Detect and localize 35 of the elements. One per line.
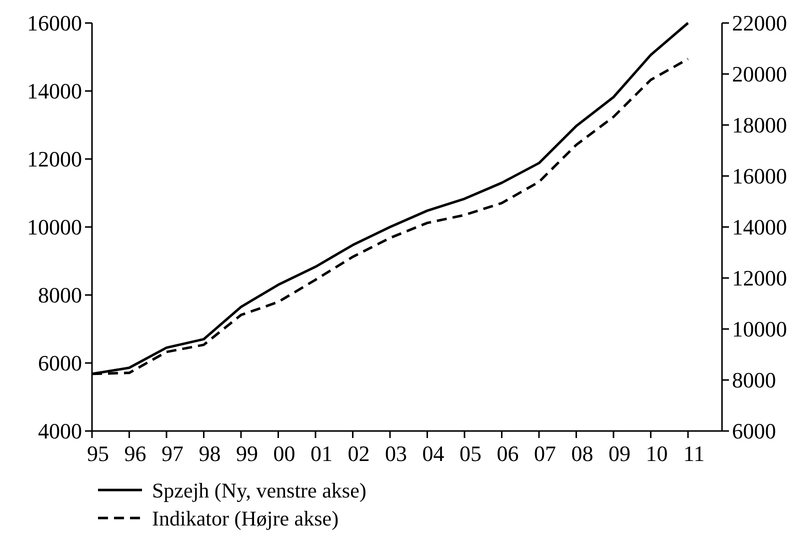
y-tick-label: 8000	[38, 282, 82, 308]
legend-label: Indikator (Højre akse)	[152, 506, 339, 530]
x-tick-label: 95	[87, 441, 109, 466]
x-tick-label: 05	[460, 441, 482, 466]
y-tick-label: 10000	[27, 214, 82, 240]
y-tick-label: 6000	[38, 350, 82, 376]
x-tick-label: 09	[608, 441, 630, 466]
y2-tick-label: 16000	[732, 164, 787, 189]
legend-label: Spzejh (Ny, venstre akse)	[152, 478, 366, 502]
x-tick-label: 06	[496, 441, 519, 466]
x-tick-label: 08	[571, 441, 594, 466]
y2-tick-label: 12000	[732, 266, 787, 291]
y2-tick-label: 8000	[732, 368, 776, 393]
y2-tick-label: 14000	[732, 214, 787, 240]
x-tick-label: 01	[310, 441, 332, 466]
y2-tick-label: 20000	[732, 62, 787, 87]
x-tick-label: 98	[198, 441, 221, 466]
y-tick-label: 12000	[27, 146, 82, 172]
y2-tick-label: 10000	[732, 316, 787, 342]
x-tick-label: 97	[162, 441, 184, 466]
x-tick-label: 02	[348, 441, 370, 466]
x-tick-label: 00	[273, 441, 296, 466]
x-tick-label: 96	[124, 441, 146, 466]
x-tick-label: 07	[534, 441, 556, 466]
y2-tick-label: 18000	[732, 112, 787, 138]
y-tick-label: 14000	[27, 78, 82, 104]
x-tick-label: 04	[422, 441, 444, 466]
x-tick-label: 10	[646, 441, 668, 466]
x-tick-label: 99	[236, 441, 258, 466]
x-tick-label: 03	[385, 441, 407, 466]
x-tick-label: 11	[683, 441, 705, 466]
y2-tick-label: 22000	[732, 10, 787, 36]
y-tick-label: 16000	[27, 10, 82, 36]
y-tick-label: 4000	[38, 418, 82, 444]
y2-tick-label: 6000	[732, 418, 776, 444]
